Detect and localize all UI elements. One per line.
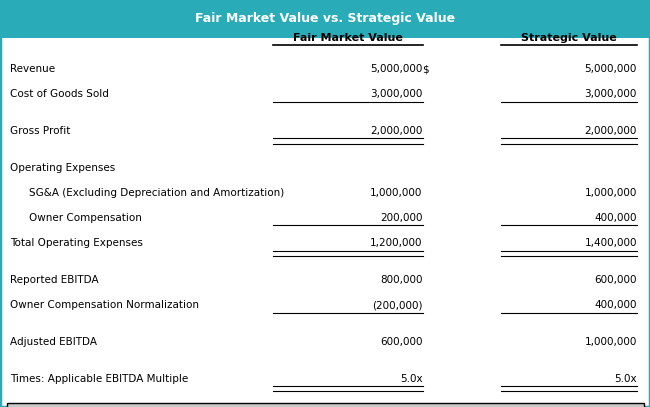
Text: Owner Compensation: Owner Compensation [29,213,142,223]
Text: 400,000: 400,000 [595,300,637,310]
Text: Fair Market Value vs. Strategic Value: Fair Market Value vs. Strategic Value [195,13,455,25]
Text: (200,000): (200,000) [372,300,422,310]
Text: 5.0x: 5.0x [400,374,422,383]
Text: 5.0x: 5.0x [614,374,637,383]
Bar [0,0,650,38]
Text: Owner Compensation Normalization: Owner Compensation Normalization [10,300,199,310]
Text: Reported EBITDA: Reported EBITDA [10,275,98,285]
Text: 5,000,000: 5,000,000 [584,64,637,74]
Text: 5,000,000: 5,000,000 [370,64,422,74]
Text: SG&A (Excluding Depreciation and Amortization): SG&A (Excluding Depreciation and Amortiz… [29,188,285,198]
Text: 3,000,000: 3,000,000 [584,90,637,99]
Bar [6,403,644,407]
Text: Revenue: Revenue [10,64,55,74]
Text: 200,000: 200,000 [380,213,423,223]
Text: 1,200,000: 1,200,000 [370,239,422,248]
Text: 600,000: 600,000 [595,275,637,285]
Text: Strategic Value: Strategic Value [521,33,617,43]
Text: 1,000,000: 1,000,000 [584,188,637,198]
Text: 400,000: 400,000 [595,213,637,223]
Text: Fair Market Value: Fair Market Value [292,33,403,43]
Text: 1,000,000: 1,000,000 [584,337,637,347]
Text: 600,000: 600,000 [380,337,423,347]
Text: $: $ [422,64,429,74]
Text: 2,000,000: 2,000,000 [584,126,637,136]
Text: 800,000: 800,000 [380,275,423,285]
Text: Total Operating Expenses: Total Operating Expenses [10,239,142,248]
Text: Cost of Goods Sold: Cost of Goods Sold [10,90,109,99]
Text: 1,400,000: 1,400,000 [584,239,637,248]
Text: Operating Expenses: Operating Expenses [10,163,115,173]
Text: Adjusted EBITDA: Adjusted EBITDA [10,337,97,347]
Text: 2,000,000: 2,000,000 [370,126,422,136]
Text: Gross Profit: Gross Profit [10,126,70,136]
Text: 3,000,000: 3,000,000 [370,90,422,99]
Text: Times: Applicable EBITDA Multiple: Times: Applicable EBITDA Multiple [10,374,188,383]
Text: 1,000,000: 1,000,000 [370,188,422,198]
